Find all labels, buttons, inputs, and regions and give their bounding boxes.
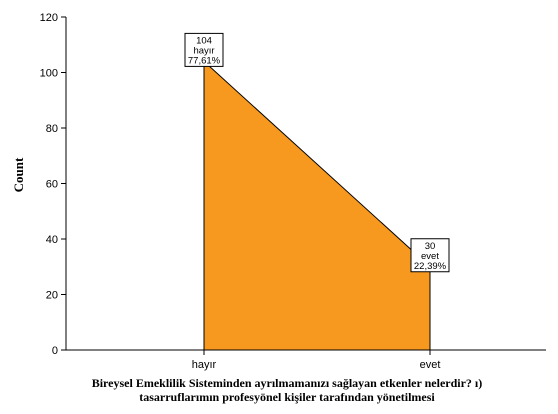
y-tick-label: 0: [52, 345, 58, 357]
y-tick-label: 80: [46, 123, 58, 135]
x-axis-ticks: hayır evet: [192, 350, 441, 371]
data-label-text: evet: [421, 251, 439, 262]
area-series: [203, 60, 431, 351]
y-tick-label: 100: [40, 68, 58, 80]
y-axis-label: Count: [11, 157, 26, 192]
data-label-text: 22,39%: [414, 261, 447, 272]
data-label-text: 30: [425, 241, 436, 252]
y-tick-label: 120: [40, 12, 58, 24]
data-label-text: 77,61%: [188, 55, 221, 66]
x-axis-label-line-2: tasarruflarımın profesyönel kişiler tara…: [139, 390, 435, 404]
x-tick-label: evet: [420, 359, 441, 371]
x-axis-label-line-1: Bireysel Emeklilik Sisteminden ayrılmama…: [92, 376, 483, 390]
x-tick-label: hayır: [192, 359, 217, 371]
data-label-box: [410, 238, 450, 273]
data-label-text: 104: [196, 35, 212, 46]
data-label-box: [184, 32, 224, 67]
y-tick-label: 20: [46, 290, 58, 302]
data-label-text: hayır: [193, 45, 214, 56]
y-tick-label: 60: [46, 179, 58, 191]
y-axis-ticks: 0 20 40 60 80 100 120: [40, 12, 66, 357]
y-tick-label: 40: [46, 234, 58, 246]
area-layer: [203, 60, 431, 351]
